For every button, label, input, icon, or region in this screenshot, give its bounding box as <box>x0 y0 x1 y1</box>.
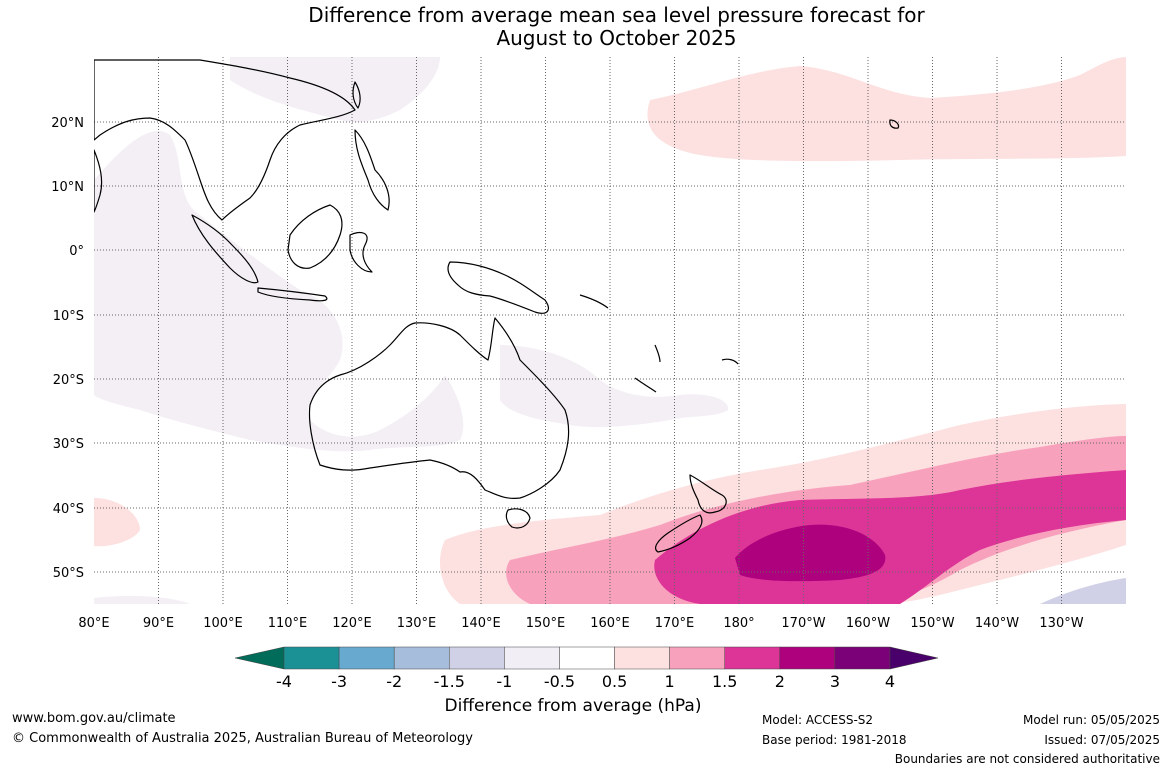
lat-label: 10°S <box>53 309 84 324</box>
lavender-area-south <box>94 596 190 604</box>
new-caledonia-outline <box>634 377 657 393</box>
colorbar-tick-label: 3 <box>830 672 840 691</box>
lon-label: 150°E <box>526 616 566 631</box>
lavender-area-north <box>230 57 440 122</box>
latitude-labels: 20°N 10°N 0° 10°S 20°S 30°S 40°S 50°S <box>51 116 84 581</box>
colorbar-extend-high <box>889 646 939 670</box>
lat-label: 0° <box>69 244 84 259</box>
colorbar-extend-low <box>234 646 285 670</box>
colorbar-tick-label: 0.5 <box>602 672 627 691</box>
taiwan-outline <box>352 81 361 109</box>
colorbar-tick-label: -0.5 <box>544 672 575 691</box>
lon-label: 100°E <box>203 616 243 631</box>
coastlines <box>94 59 900 553</box>
colorbar-tick-label: 2 <box>775 672 785 691</box>
lat-label: 40°S <box>53 502 84 517</box>
issued-date: Issued: 07/05/2025 <box>1044 733 1160 747</box>
website-link[interactable]: www.bom.gov.au/climate <box>12 711 176 726</box>
new-zealand-north-outline <box>689 474 727 514</box>
tasmania-outline <box>505 508 531 529</box>
title-line-2: August to October 2025 <box>496 26 737 50</box>
vanuatu-outline <box>654 344 661 363</box>
fiji-outline <box>721 358 739 365</box>
colorbar-tick-label: -4 <box>276 672 292 691</box>
lon-label: 140°E <box>461 616 501 631</box>
lon-label: 170°W <box>781 616 825 631</box>
sumatra-outline <box>191 214 259 284</box>
lon-label: 80°E <box>78 616 109 631</box>
colorbar-tick-label: -1 <box>496 672 512 691</box>
model-run-date: Model run: 05/05/2025 <box>1022 713 1160 727</box>
colorbar-bin <box>393 646 450 670</box>
philippines-outline <box>354 129 390 211</box>
copyright-notice: © Commonwealth of Australia 2025, Austra… <box>12 731 473 746</box>
new-zealand-south-outline <box>655 514 703 553</box>
lon-label: 150°W <box>910 616 954 631</box>
colorbar-bin <box>834 646 891 670</box>
lavender-area-indian-ocean <box>94 131 464 452</box>
colorbar-bin <box>559 646 615 670</box>
sulawesi-outline <box>349 231 373 273</box>
lat-label: 50°S <box>53 566 84 581</box>
lon-label: 120°E <box>332 616 372 631</box>
colorbar-bin <box>724 646 781 670</box>
colorbar-bin <box>504 646 560 670</box>
colorbar-bin <box>669 646 725 670</box>
java-outline <box>257 287 328 302</box>
lat-label: 20°N <box>51 116 84 131</box>
lavender-area-coral-sea <box>500 345 729 428</box>
lon-label: 170°E <box>655 616 695 631</box>
colorbar-tick-label: 1.5 <box>712 672 737 691</box>
colorbar-bin <box>449 646 505 670</box>
lat-label: 20°S <box>53 373 84 388</box>
model-name: Model: ACCESS-S2 <box>762 713 874 727</box>
base-period: Base period: 1981-2018 <box>762 733 907 747</box>
colorbar-tick-label: -1.5 <box>434 672 465 691</box>
pink-area-north-pacific <box>647 57 1126 162</box>
new-guinea-outline <box>447 261 549 314</box>
lon-label: 130°E <box>397 616 437 631</box>
deep-magenta-core <box>735 524 886 582</box>
longitude-labels: 80°E 90°E 100°E 110°E 120°E 130°E 140°E … <box>78 616 1083 631</box>
lat-label: 10°N <box>51 180 84 195</box>
lat-label: 30°S <box>53 437 84 452</box>
lon-label: 140°W <box>975 616 1019 631</box>
solomon-islands-outline <box>579 294 609 309</box>
colorbar-bin <box>283 646 340 670</box>
colorbar-bin <box>779 646 836 670</box>
asia-mainland-outline <box>94 59 356 221</box>
india-outline <box>94 149 103 213</box>
colorbar-tick-label: 4 <box>885 672 895 691</box>
colorbar-label: Difference from average (hPa) <box>444 696 702 716</box>
anomaly-layer <box>94 57 1126 604</box>
lon-label: 160°E <box>590 616 630 631</box>
colorbar-ticks: -4 -3 -2 -1.5 -1 -0.5 0.5 1 1.5 2 3 4 <box>276 672 895 691</box>
lavender-area-southeast <box>1040 578 1126 604</box>
colorbar-tick-label: -3 <box>331 672 347 691</box>
borneo-outline <box>287 204 343 269</box>
graticule <box>94 57 1126 604</box>
colorbar-bin <box>338 646 395 670</box>
lon-label: 160°W <box>846 616 890 631</box>
lon-label: 90°E <box>143 616 174 631</box>
boundaries-disclaimer: Boundaries are not considered authoritat… <box>894 752 1160 766</box>
colorbar <box>234 646 939 670</box>
title-line-1: Difference from average mean sea level p… <box>308 3 925 27</box>
colorbar-tick-label: -2 <box>386 672 402 691</box>
colorbar-bin <box>614 646 670 670</box>
pink-area-west <box>94 498 140 547</box>
colorbar-tick-label: 1 <box>665 672 675 691</box>
chart-title: Difference from average mean sea level p… <box>0 4 1173 50</box>
lon-label: 110°E <box>268 616 308 631</box>
lon-label: 180° <box>723 616 754 631</box>
australia-outline <box>308 317 570 499</box>
hawaii-outline <box>889 119 900 129</box>
lon-label: 130°W <box>1039 616 1083 631</box>
